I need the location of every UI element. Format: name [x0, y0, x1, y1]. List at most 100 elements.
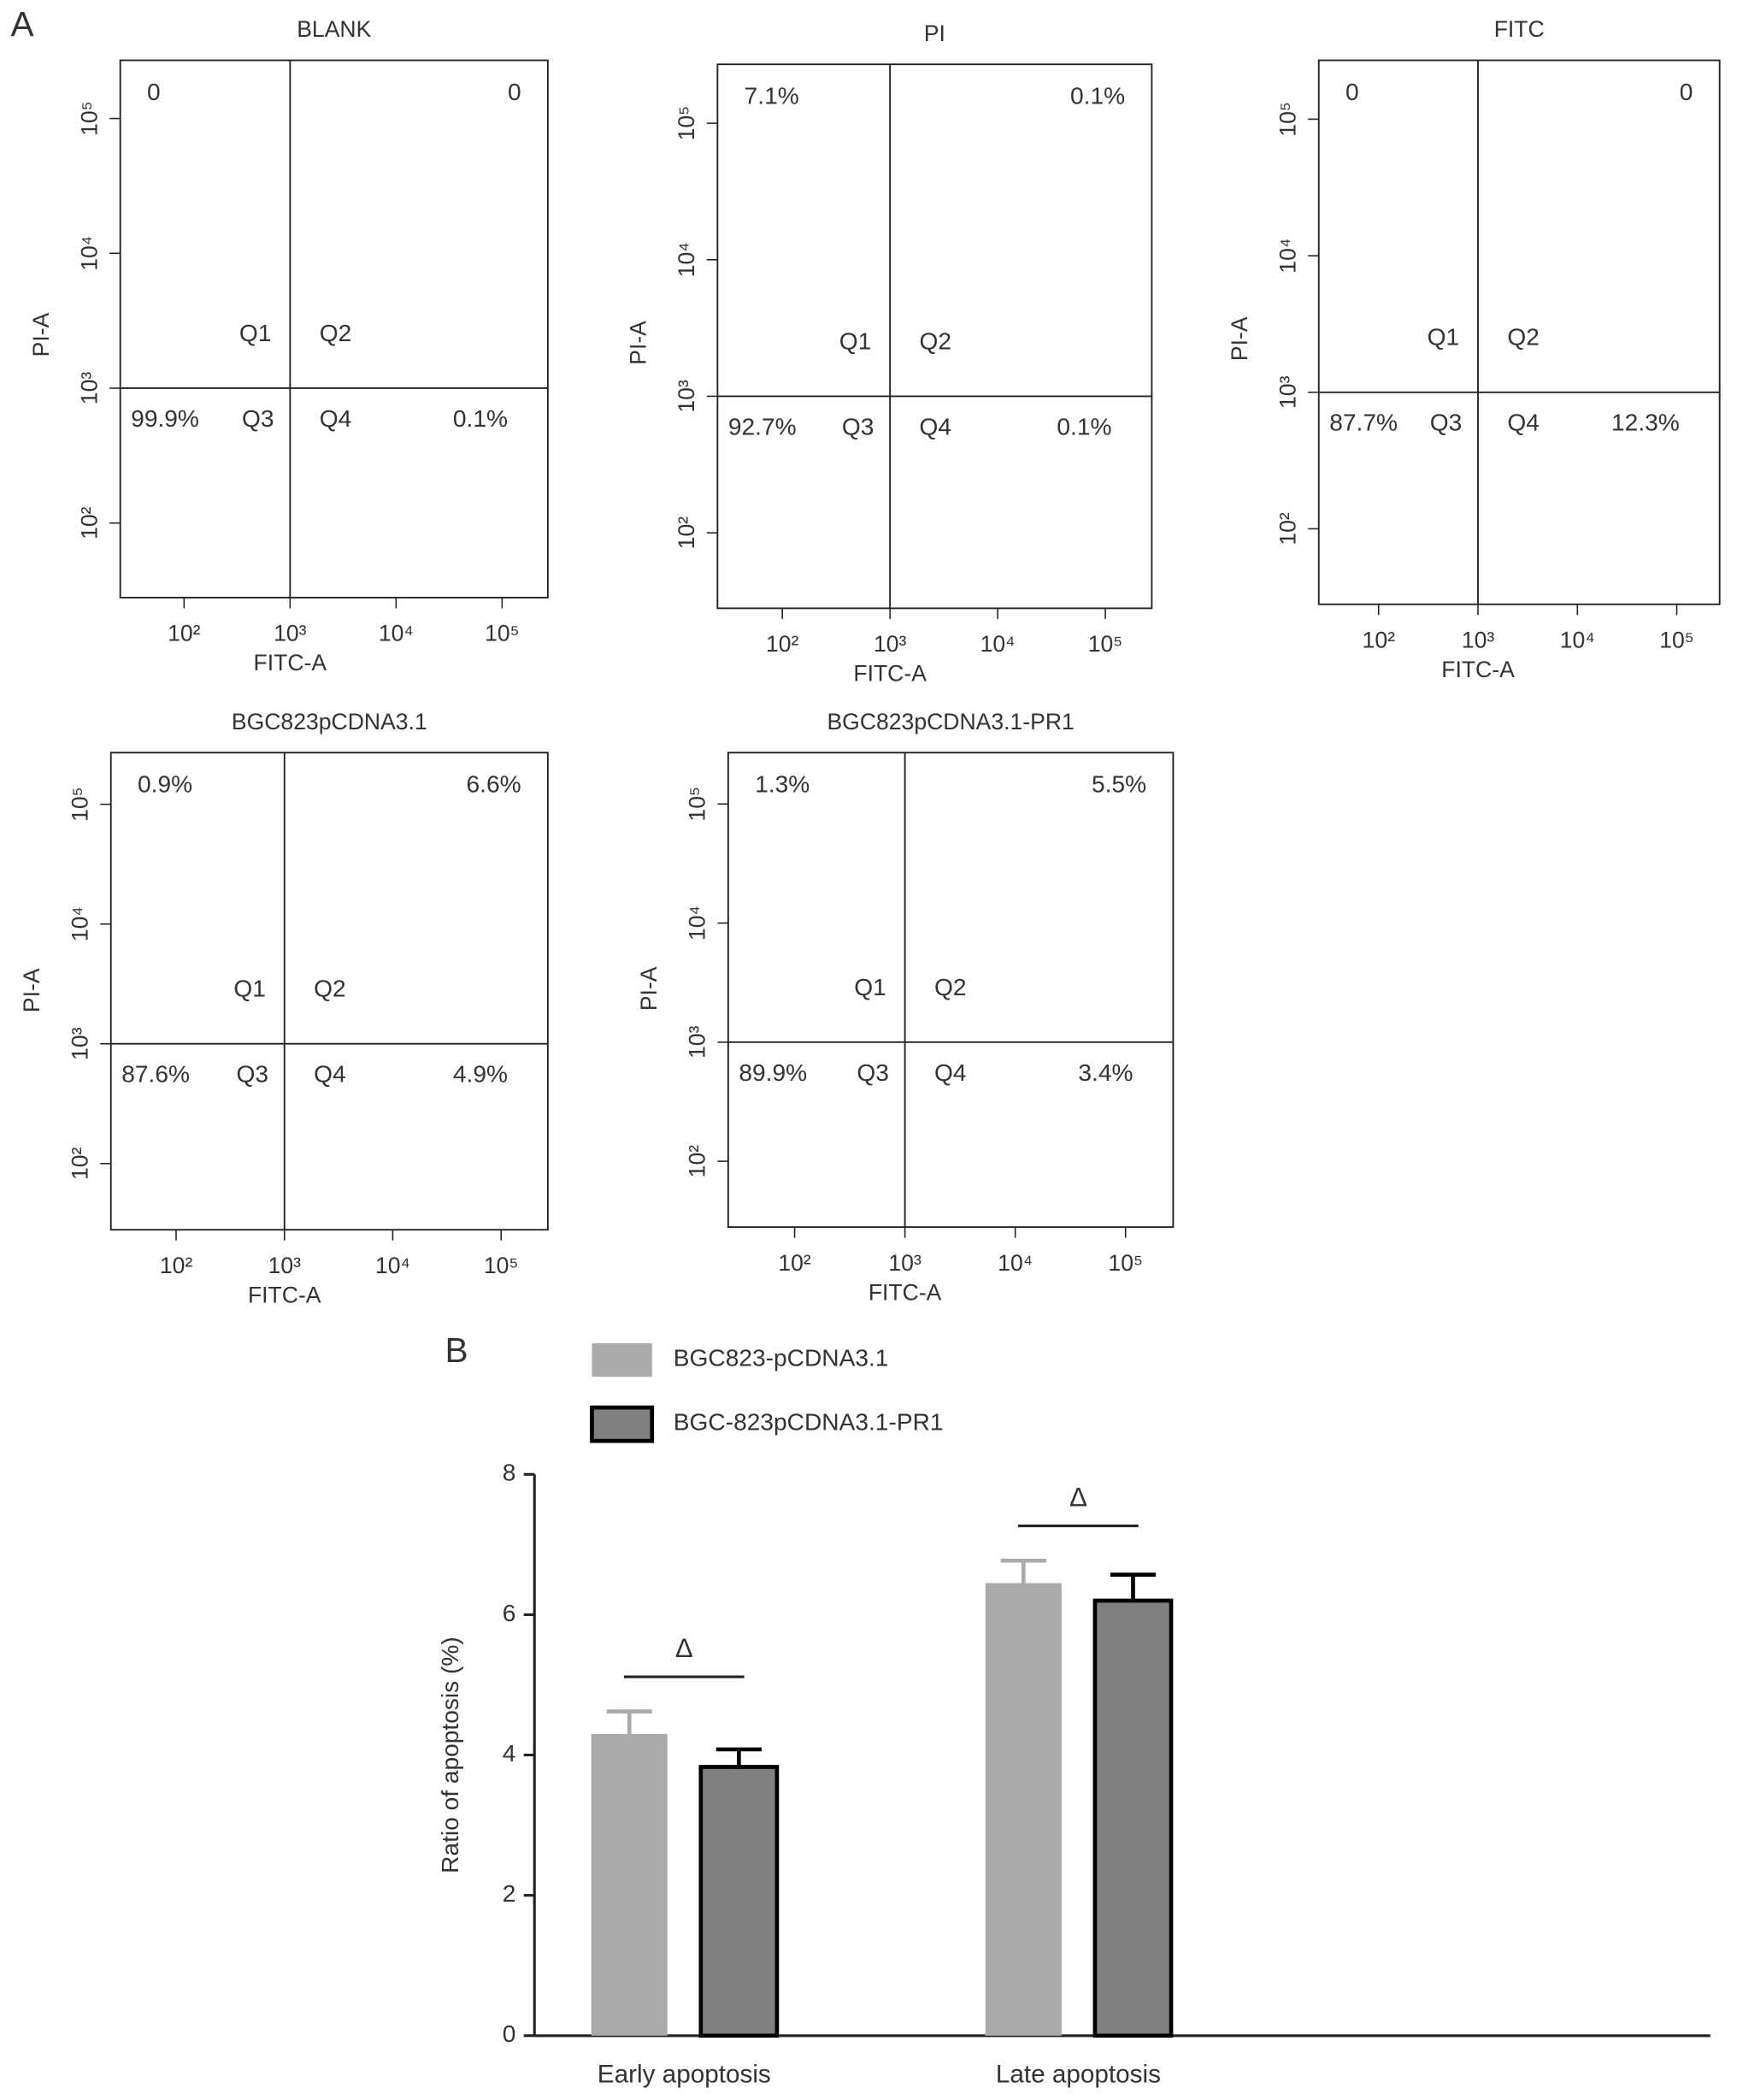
quadrant-name: Q2	[934, 974, 967, 1000]
plot-title: PI	[924, 21, 945, 46]
quadrant-percent: 4.9%	[453, 1061, 508, 1088]
x-axis-label: FITC-A	[254, 650, 327, 675]
y-tick-label: 10²	[674, 516, 699, 550]
bar	[1092, 1598, 1174, 2038]
x-tick-label: 10⁵	[1108, 1250, 1143, 1276]
quadrant-percent: 0.9%	[138, 771, 192, 798]
x-tick-label: 10⁵	[1088, 631, 1123, 657]
quadrant-name: Q1	[839, 327, 872, 354]
quadrant-name: Q1	[239, 320, 272, 346]
panel-label: A	[11, 4, 35, 44]
significance-mark: Δ	[675, 1633, 693, 1663]
x-tick-label: 10²	[160, 1253, 193, 1278]
x-tick-label: 10²	[168, 621, 201, 646]
plot-title: BGC823pCDNA3.1	[232, 709, 427, 734]
plot-frame	[716, 63, 1153, 610]
plot-frame	[727, 752, 1175, 1229]
y-tick-label: 10³	[1275, 375, 1300, 409]
y-tick-label: 10⁴	[76, 236, 102, 271]
quadrant-percent: 87.7%	[1329, 410, 1398, 436]
y-axis-label: Ratio of apoptosis (%)	[437, 1637, 463, 1873]
x-tick-label: 10²	[1363, 627, 1396, 652]
quadrant-percent: 6.6%	[466, 771, 521, 798]
x-tick-label: Late apoptosis	[996, 2061, 1161, 2089]
quadrant-name: Q2	[314, 976, 346, 1002]
quadrant-name: Q4	[920, 413, 952, 439]
x-tick-label: 10³	[268, 1253, 302, 1278]
quadrant-name: Q2	[320, 320, 352, 346]
x-tick-label: 10³	[274, 621, 307, 646]
x-tick-label: 10³	[1462, 627, 1495, 652]
legend-label: BGC-823pCDNA3.1-PR1	[674, 1408, 944, 1435]
quadrant-name: Q3	[236, 1061, 268, 1088]
plot-frame	[119, 59, 549, 599]
quadrant-percent: 0.1%	[1057, 413, 1111, 439]
plot-title: BGC823pCDNA3.1-PR1	[827, 709, 1074, 734]
y-tick-label: 10⁵	[76, 101, 102, 136]
quadrant-name: Q4	[320, 405, 352, 432]
x-axis-label: FITC-A	[853, 661, 927, 687]
quadrant-name: Q3	[842, 413, 874, 439]
y-axis-label: PI-A	[19, 968, 44, 1012]
y-tick-label: 10³	[67, 1027, 92, 1060]
quadrant-percent: 5.5%	[1092, 771, 1146, 798]
x-tick-label: 10²	[778, 1250, 811, 1276]
quadrant-name: Q2	[1507, 324, 1540, 351]
quadrant-name: Q2	[920, 327, 952, 354]
quadrant-name: Q4	[1507, 410, 1540, 436]
x-tick-label: 10⁴	[998, 1250, 1033, 1276]
quadrant-name: Q3	[1430, 410, 1463, 436]
y-tick-label: 10⁵	[674, 106, 699, 141]
x-tick-label: 10⁴	[1560, 627, 1595, 652]
quadrant-name: Q3	[857, 1059, 889, 1086]
y-axis-label: PI-A	[1227, 316, 1252, 361]
legend-swatch	[590, 1405, 655, 1443]
plot-frame	[1317, 59, 1721, 605]
quadrant-percent: 0	[147, 79, 161, 105]
bar	[591, 1733, 668, 2036]
quadrant-name: Q4	[314, 1061, 346, 1088]
y-tick-label: 10⁴	[67, 906, 92, 941]
legend-swatch	[592, 1343, 652, 1377]
y-tick-label: 2	[503, 1880, 516, 1907]
x-tick-label: 10⁵	[484, 1253, 519, 1278]
quadrant-percent: 0	[1345, 79, 1359, 105]
y-tick-label: 4	[503, 1740, 516, 1767]
y-tick-label: 10⁵	[67, 787, 92, 822]
y-tick-label: 10²	[76, 506, 102, 540]
quadrant-name: Q1	[233, 976, 266, 1002]
x-tick-label: 10⁴	[379, 621, 414, 646]
quadrant-percent: 0.1%	[453, 405, 508, 432]
x-tick-label: Early apoptosis	[598, 2061, 771, 2089]
y-tick-label: 10²	[1275, 512, 1300, 546]
quadrant-percent: 99.9%	[131, 405, 199, 432]
y-tick-label: 10³	[685, 1025, 710, 1059]
x-tick-label: 10⁴	[980, 631, 1016, 657]
quadrant-name: Q1	[1428, 324, 1460, 351]
x-tick-label: 10⁵	[1659, 627, 1694, 652]
quadrant-name: Q4	[934, 1059, 967, 1086]
y-tick-label: 10²	[67, 1147, 92, 1180]
significance-mark: Δ	[1069, 1483, 1087, 1513]
x-axis-label: FITC-A	[248, 1282, 321, 1307]
panel-label: B	[445, 1330, 468, 1370]
y-tick-label: 10⁴	[1275, 239, 1300, 274]
y-tick-label: 10⁵	[1275, 102, 1300, 137]
quadrant-percent: 3.4%	[1078, 1059, 1133, 1086]
x-tick-label: 10⁵	[485, 621, 520, 646]
quadrant-name: Q3	[242, 405, 274, 432]
x-tick-label: 10³	[888, 1250, 921, 1276]
y-axis-label: PI-A	[28, 312, 54, 357]
x-axis-label: FITC-A	[868, 1279, 942, 1305]
quadrant-percent: 0	[1680, 79, 1693, 105]
quadrant-percent: 0.1%	[1070, 83, 1125, 109]
x-tick-label: 10²	[766, 631, 799, 657]
y-tick-label: 10³	[674, 380, 699, 413]
y-tick-label: 10²	[685, 1145, 710, 1178]
plot-title: BLANK	[297, 16, 371, 42]
x-axis-label: FITC-A	[1441, 657, 1515, 682]
plot-frame	[109, 752, 549, 1231]
y-axis-label: PI-A	[626, 321, 651, 365]
quadrant-percent: 92.7%	[728, 413, 797, 439]
